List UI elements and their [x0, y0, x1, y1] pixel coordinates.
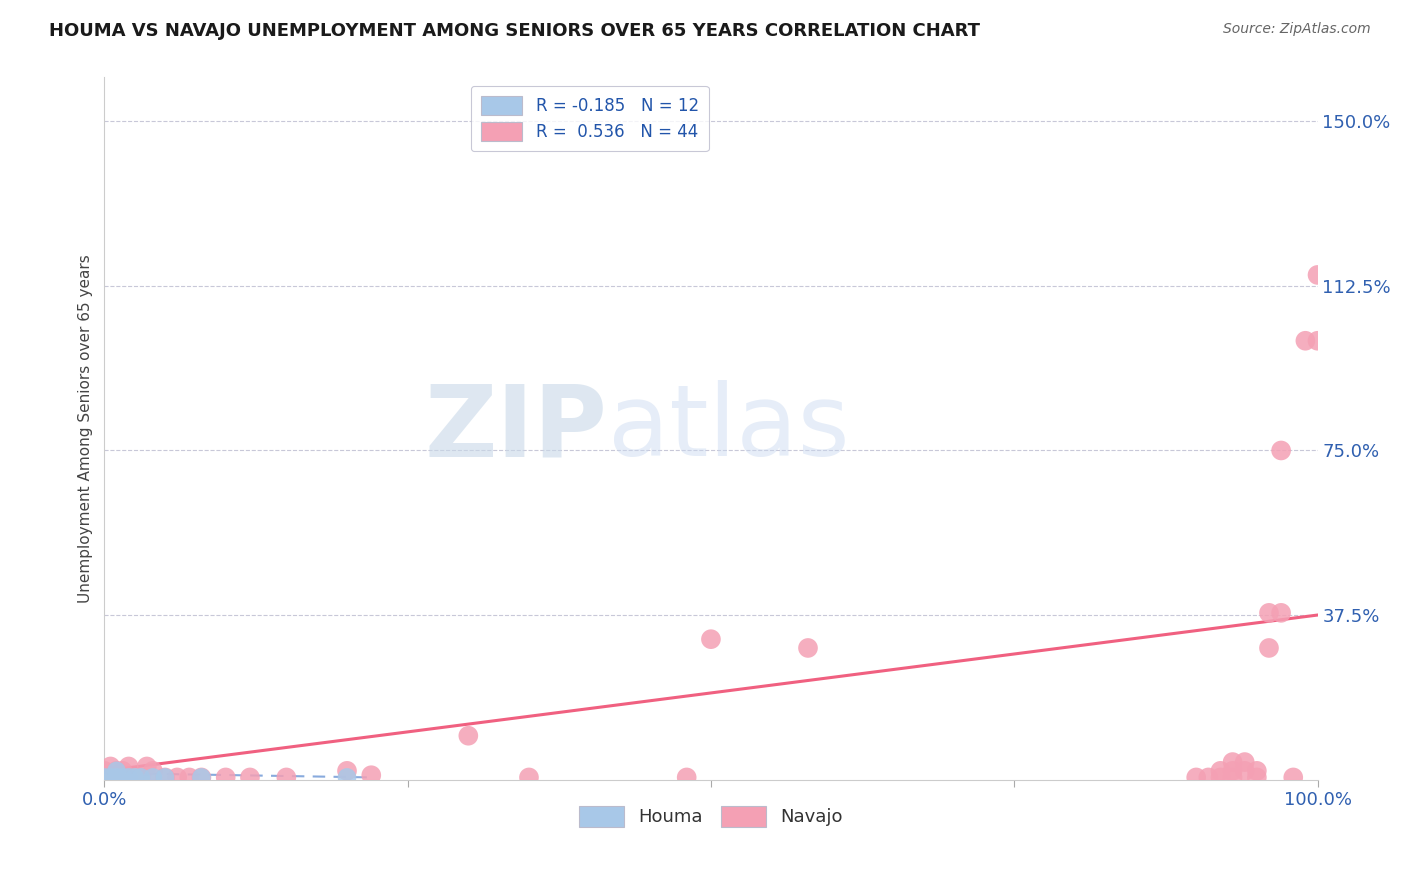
Point — [190, 771, 212, 785]
Text: ZIP: ZIP — [425, 380, 607, 477]
Point — [100, 771, 122, 785]
Point — [336, 771, 359, 785]
Point — [117, 771, 139, 785]
Point — [135, 759, 157, 773]
Point — [142, 771, 165, 785]
Point — [179, 771, 201, 785]
Point — [105, 764, 128, 778]
Point — [93, 764, 115, 778]
Point — [700, 632, 723, 647]
Point — [239, 771, 262, 785]
Point — [117, 771, 139, 785]
Point — [153, 771, 176, 785]
Point — [105, 771, 128, 785]
Legend: Houma, Navajo: Houma, Navajo — [572, 798, 851, 834]
Point — [1258, 606, 1281, 620]
Text: Source: ZipAtlas.com: Source: ZipAtlas.com — [1223, 22, 1371, 37]
Point — [215, 771, 238, 785]
Point — [276, 771, 298, 785]
Point — [111, 764, 134, 778]
Point — [142, 764, 165, 778]
Point — [1197, 771, 1219, 785]
Point — [129, 771, 152, 785]
Point — [1209, 764, 1232, 778]
Point — [105, 764, 128, 778]
Point — [1258, 640, 1281, 655]
Point — [153, 771, 176, 785]
Point — [1306, 268, 1329, 282]
Point — [111, 771, 134, 785]
Point — [1233, 764, 1256, 778]
Point — [457, 729, 479, 743]
Point — [190, 771, 212, 785]
Point — [111, 771, 134, 785]
Point — [1185, 771, 1208, 785]
Point — [1233, 755, 1256, 769]
Point — [1270, 606, 1292, 620]
Point — [1270, 443, 1292, 458]
Point — [517, 771, 540, 785]
Point — [360, 768, 382, 782]
Point — [105, 771, 128, 785]
Point — [117, 759, 139, 773]
Point — [336, 764, 359, 778]
Point — [100, 759, 122, 773]
Y-axis label: Unemployment Among Seniors over 65 years: Unemployment Among Seniors over 65 years — [79, 254, 93, 603]
Point — [124, 771, 146, 785]
Point — [1294, 334, 1316, 348]
Point — [1222, 755, 1244, 769]
Point — [1246, 771, 1268, 785]
Point — [1222, 771, 1244, 785]
Point — [1306, 334, 1329, 348]
Point — [129, 771, 152, 785]
Point — [797, 640, 820, 655]
Point — [1246, 764, 1268, 778]
Text: HOUMA VS NAVAJO UNEMPLOYMENT AMONG SENIORS OVER 65 YEARS CORRELATION CHART: HOUMA VS NAVAJO UNEMPLOYMENT AMONG SENIO… — [49, 22, 980, 40]
Point — [166, 771, 188, 785]
Point — [1209, 771, 1232, 785]
Text: atlas: atlas — [607, 380, 849, 477]
Point — [1282, 771, 1305, 785]
Point — [675, 771, 697, 785]
Point — [93, 771, 115, 785]
Point — [1222, 764, 1244, 778]
